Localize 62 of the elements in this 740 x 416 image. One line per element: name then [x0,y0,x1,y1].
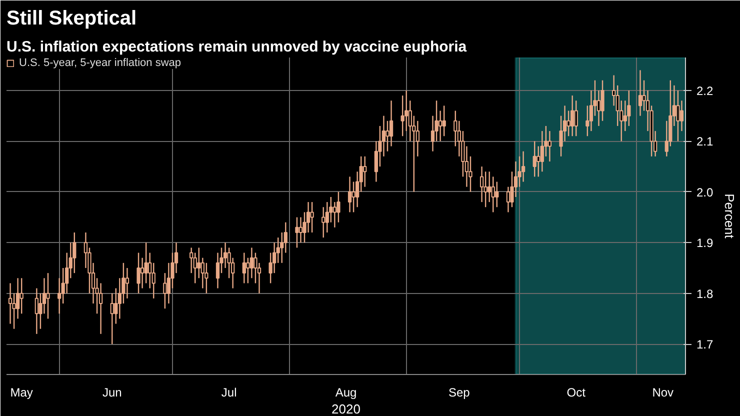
y-tick-label: 1.7 [696,338,714,352]
y-tick-label: 1.9 [696,236,714,250]
y-tick-label: 2.2 [696,84,714,98]
x-tick-label: May [10,386,33,400]
candlestick [250,247,254,279]
candlestick [34,288,38,335]
candlestick [46,272,50,320]
candlestick [627,90,631,127]
candlestick [348,176,352,213]
candlestick [136,252,140,294]
candlestick [310,201,314,234]
candlestick [295,216,299,248]
candlestick [197,247,201,279]
x-tick-label: Jun [102,386,122,400]
candlestick [488,171,492,203]
candlestick [72,232,76,274]
candlestick [404,90,408,132]
y-tick-label: 2.1 [696,134,714,149]
y-tick-label: 1.8 [696,286,714,301]
candlestick [548,130,552,162]
x-tick-label: Sep [448,386,470,400]
candlestick [163,272,167,310]
candlestick [532,140,536,178]
candlestick [110,292,114,345]
candlestick [540,130,544,172]
candlestick [442,105,446,137]
x-tick-label: Oct [566,386,586,400]
x-tick-label: Nov [652,386,674,400]
candlestick [223,242,228,269]
candlestick [438,110,442,142]
candlestick [566,110,570,137]
candlestick [140,257,144,289]
candlestick [332,201,337,228]
chart-title: Still Skeptical [6,8,137,30]
candlestick [322,206,326,238]
candlestick [298,216,303,244]
candlestick [125,267,130,300]
candlestick [363,156,367,188]
candlestick [325,201,329,234]
candlestick [386,120,390,152]
y-tick-label: 2.0 [696,185,714,200]
candlestick [352,181,356,213]
chart-subtitle: U.S. inflation expectations remain unmoved by vaccine euphoria [6,38,468,56]
x-tick-label: Aug [335,386,357,400]
candlestick [480,166,484,203]
y-axis-title: Percent [722,194,738,239]
candlestick [242,252,246,284]
candlestick [676,90,680,142]
candlestick [495,181,499,208]
candlestick [204,262,208,294]
candlestick [536,146,540,178]
candlestick [574,100,578,137]
legend-label: U.S. 5-year, 5-year inflation swap [19,57,182,69]
candlestick [570,94,574,137]
candlestick [400,94,404,137]
candlestick [638,70,642,116]
candlestick [506,186,510,213]
x-axis-title: 2020 [332,402,360,416]
x-tick-label: Jul [221,386,237,400]
candlestick [680,100,684,132]
candlestick [20,278,24,314]
candlestick [246,257,250,284]
